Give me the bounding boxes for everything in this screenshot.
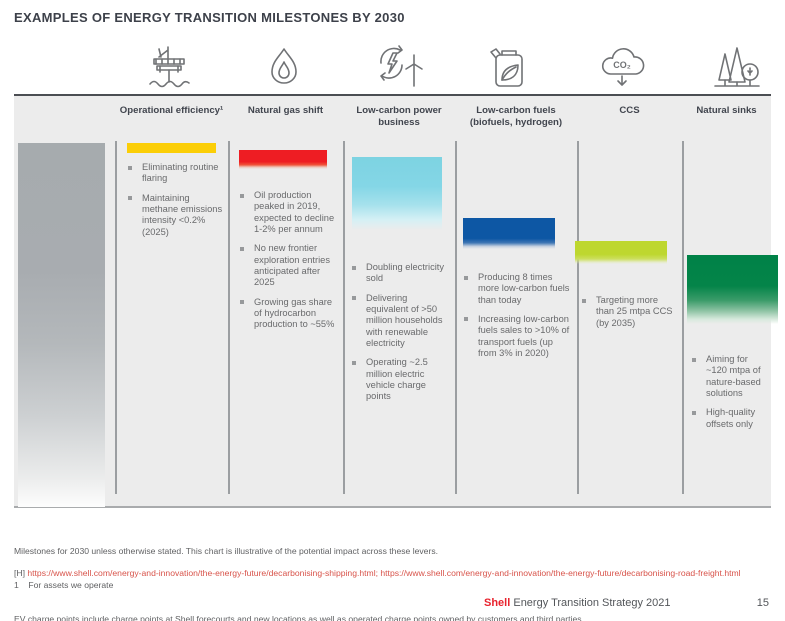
bullet-item: Increasing low-carbon fuels sales to >10…	[462, 314, 572, 359]
bar-natural-gas-shift	[239, 150, 327, 169]
column-divider	[115, 141, 117, 494]
reference-prefix: [H]	[14, 568, 28, 578]
footnote-line: Milestones for 2030 unless otherwise sta…	[14, 545, 439, 556]
svg-text:CO₂: CO₂	[613, 60, 631, 70]
footnotes: Milestones for 2030 unless otherwise sta…	[14, 523, 584, 621]
column-divider	[343, 141, 345, 494]
co2-cloud-icon: CO₂	[596, 44, 648, 92]
bullet-list-natural-gas-shift: Oil production peaked in 2019, expected …	[238, 190, 340, 339]
bullet-item: Operating ~2.5 million electric vehicle …	[350, 357, 452, 402]
page-footer: Shell Energy Transition Strategy 2021 15	[0, 597, 785, 613]
bar-low-carbon-power	[352, 157, 442, 230]
column-divider	[577, 141, 579, 494]
column-header-natural-gas-shift: Natural gas shift	[247, 105, 324, 116]
electricity-wind-turbine-icon	[372, 44, 424, 92]
bar-low-carbon-fuels	[463, 218, 555, 249]
page-number: 15	[756, 597, 769, 609]
bullet-item: High-quality offsets only	[690, 407, 769, 430]
document-title-text: Energy Transition Strategy 2021	[510, 597, 671, 609]
column-divider	[455, 141, 457, 494]
page-title: EXAMPLES OF ENERGY TRANSITION MILESTONES…	[14, 10, 405, 25]
column-header-low-carbon-fuels: Low-carbon fuels (biofuels, hydrogen)	[469, 105, 563, 129]
bullet-item: Maintaining methane emissions intensity …	[126, 193, 224, 238]
bullet-item: Producing 8 times more low-carbon fuels …	[462, 272, 572, 306]
column-header-ccs: CCS	[619, 105, 640, 116]
column-divider	[228, 141, 230, 494]
gas-flame-icon	[258, 44, 310, 92]
decarbonising-shipping-link[interactable]: https://www.shell.com/energy-and-innovat…	[27, 568, 376, 578]
bar-natural-sinks	[687, 255, 778, 324]
footnote-line: EV charge points include charge points a…	[14, 614, 584, 621]
bullet-item: Doubling electricity sold	[350, 262, 452, 285]
column-header-operational-efficiency: Operational efficiency¹	[119, 105, 224, 116]
bullet-list-operational-efficiency: Eliminating routine flaring Maintaining …	[126, 162, 224, 246]
footnote-line: 1 For assets we operate	[14, 580, 114, 591]
document-title: Shell Energy Transition Strategy 2021	[484, 597, 671, 609]
bullet-item: Growing gas share of hydrocarbon product…	[238, 297, 340, 331]
link-separator: ;	[375, 568, 381, 578]
bullet-list-low-carbon-power: Doubling electricity sold Delivering equ…	[350, 262, 452, 411]
bullet-item: Oil production peaked in 2019, expected …	[238, 190, 340, 235]
bullet-item: Aiming for ~120 mtpa of nature-based sol…	[690, 354, 769, 399]
column-header-natural-sinks: Natural sinks	[696, 105, 757, 116]
biofuel-can-icon	[482, 44, 534, 92]
bar-ccs	[575, 241, 667, 264]
oil-platform-icon	[144, 44, 196, 92]
bullet-list-natural-sinks: Aiming for ~120 mtpa of nature-based sol…	[690, 354, 769, 438]
bar-operational-efficiency	[127, 143, 216, 153]
bullet-list-low-carbon-fuels: Producing 8 times more low-carbon fuels …	[462, 272, 572, 367]
bullet-item: Delivering equivalent of >50 million hou…	[350, 293, 452, 350]
column-divider	[682, 141, 684, 494]
bullet-item: Eliminating routine flaring	[126, 162, 224, 185]
baseline-emissions-bar	[18, 143, 105, 507]
bullet-item: No new frontier exploration entries anti…	[238, 243, 340, 288]
bullet-list-ccs: Targeting more than 25 mtpa CCS (by 2035…	[580, 295, 676, 337]
decarbonising-road-freight-link[interactable]: https://www.shell.com/energy-and-innovat…	[380, 568, 741, 578]
reference-links: [H] https://www.shell.com/energy-and-inn…	[14, 568, 741, 578]
bullet-item: Targeting more than 25 mtpa CCS (by 2035…	[580, 295, 676, 329]
trees-icon	[710, 44, 762, 92]
milestones-chart: Operational efficiency¹ Natural gas shif…	[14, 94, 778, 508]
shell-logo-text: Shell	[484, 597, 511, 609]
column-header-low-carbon-power: Low-carbon power business	[356, 105, 442, 129]
